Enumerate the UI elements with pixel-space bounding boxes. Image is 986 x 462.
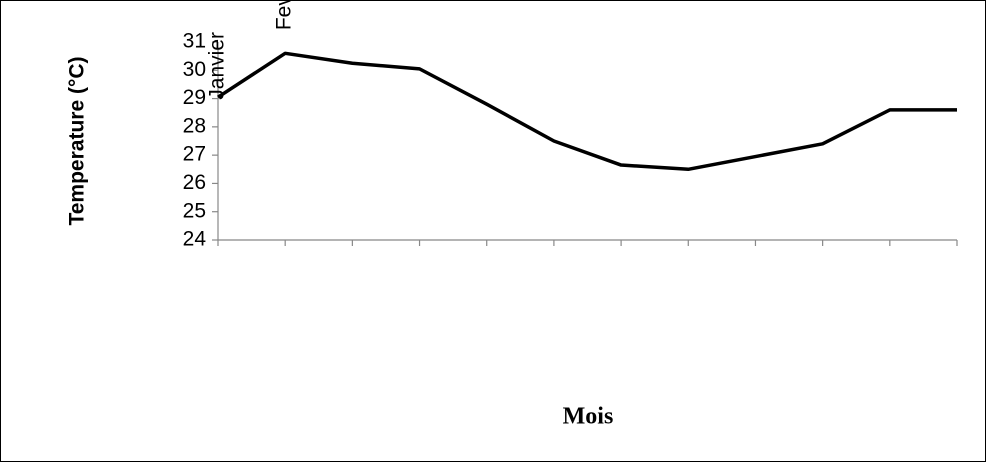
- y-tick-label: 28: [183, 114, 206, 137]
- y-tick-label: 31: [183, 30, 206, 53]
- y-axis-title: Temperature (°C): [66, 56, 89, 225]
- x-tick-label: Janvier: [206, 32, 229, 100]
- x-axis-title: Mois: [563, 404, 614, 430]
- y-tick-label: 29: [183, 86, 206, 109]
- y-tick-label: 27: [183, 143, 206, 166]
- y-tick-label: 30: [183, 58, 206, 81]
- y-tick-label: 26: [183, 171, 206, 194]
- line: [217, 51, 957, 172]
- y-tick-label: 25: [183, 199, 206, 222]
- x-tick-label: Fevrier: [273, 0, 296, 30]
- y-tick-label: 24: [183, 228, 207, 251]
